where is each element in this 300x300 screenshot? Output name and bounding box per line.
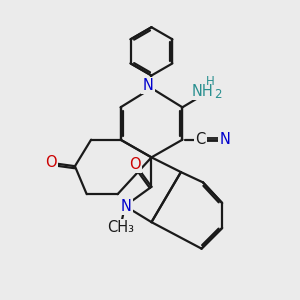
- Text: N: N: [121, 199, 132, 214]
- Text: 2: 2: [214, 88, 222, 101]
- Text: H: H: [206, 75, 215, 88]
- Text: CH₃: CH₃: [107, 220, 134, 235]
- Text: N: N: [219, 132, 230, 147]
- Text: C: C: [196, 132, 206, 147]
- Text: O: O: [45, 155, 57, 170]
- Text: NH: NH: [191, 84, 213, 99]
- Text: O: O: [129, 157, 140, 172]
- Text: N: N: [142, 78, 153, 93]
